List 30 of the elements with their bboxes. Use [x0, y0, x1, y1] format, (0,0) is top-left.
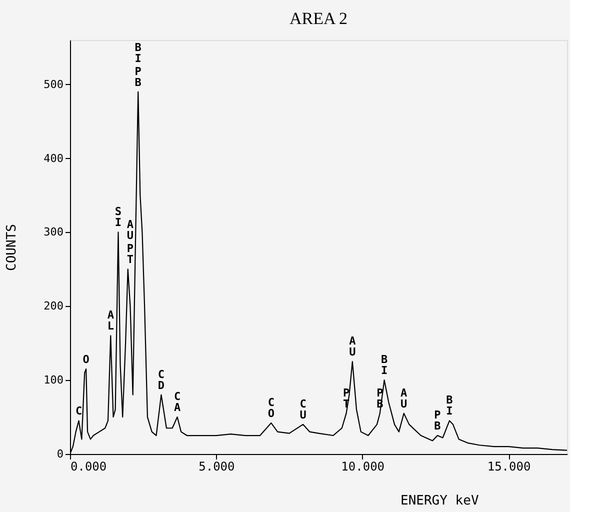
annotation: BI: [446, 394, 454, 418]
y-tick-label: 100: [44, 374, 64, 387]
annotation: SI: [114, 205, 122, 230]
annotation: CA: [174, 390, 181, 414]
y-tick-label: 0: [56, 448, 64, 460]
y-tick-label: 400: [44, 152, 64, 165]
annotation: AU: [400, 386, 408, 410]
annotation: AU: [349, 334, 356, 359]
annotation: CU: [300, 397, 307, 422]
annotation: AL: [107, 308, 114, 333]
annotation: PT: [126, 242, 134, 266]
x-tick-label: 15.000: [487, 460, 531, 474]
y-tick-label: 300: [44, 226, 64, 239]
annotation: BI: [134, 40, 142, 65]
annotation: O: [82, 352, 90, 366]
annotation: BI: [380, 353, 388, 378]
annotation: C: [75, 404, 82, 418]
x-tick-label: 0.000: [70, 460, 107, 474]
y-axis-title: COUNTS: [4, 224, 20, 271]
annotation: PB: [434, 408, 442, 433]
annotation: PB: [134, 64, 142, 89]
annotation: CO: [268, 396, 275, 420]
y-tick-label: 500: [44, 78, 64, 91]
y-tick-label: 200: [44, 300, 64, 313]
x-tick-label: 10.000: [341, 460, 385, 474]
annotation: AU: [126, 218, 134, 242]
chart-title: AREA 2: [289, 9, 348, 28]
x-axis-title: ENERGY keV: [400, 494, 479, 508]
annotation: CD: [158, 368, 165, 392]
x-tick-label: 5.000: [198, 460, 235, 474]
